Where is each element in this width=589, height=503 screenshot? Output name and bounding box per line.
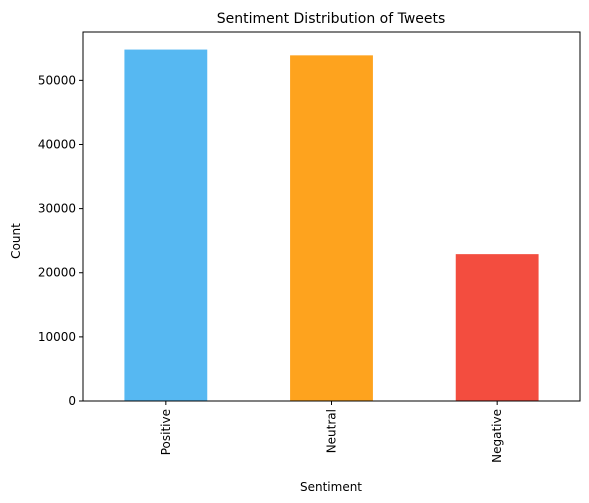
chart-title: Sentiment Distribution of Tweets: [217, 11, 446, 27]
x-axis-label: Sentiment: [300, 480, 362, 494]
y-tick-label: 10000: [38, 330, 76, 344]
y-tick-label: 20000: [38, 266, 76, 280]
x-tick-label-negative: Negative: [490, 409, 504, 463]
x-tick-label-neutral: Neutral: [325, 409, 339, 453]
y-axis-label: Count: [9, 223, 23, 259]
bar-neutral: [290, 55, 373, 401]
bar-negative: [455, 254, 539, 401]
y-tick-label: 40000: [38, 137, 76, 151]
plot-frame: [82, 31, 581, 402]
y-axis: 0 10000 20000 30000 40000 50000: [38, 73, 83, 408]
bar-positive: [124, 49, 208, 401]
bars-group: [124, 49, 539, 401]
x-tick-label-positive: Positive: [159, 409, 173, 455]
x-axis: Positive Neutral Negative: [159, 401, 504, 463]
y-tick-label: 30000: [38, 202, 76, 216]
y-tick-label: 0: [68, 394, 76, 408]
y-tick-label: 50000: [38, 73, 76, 87]
